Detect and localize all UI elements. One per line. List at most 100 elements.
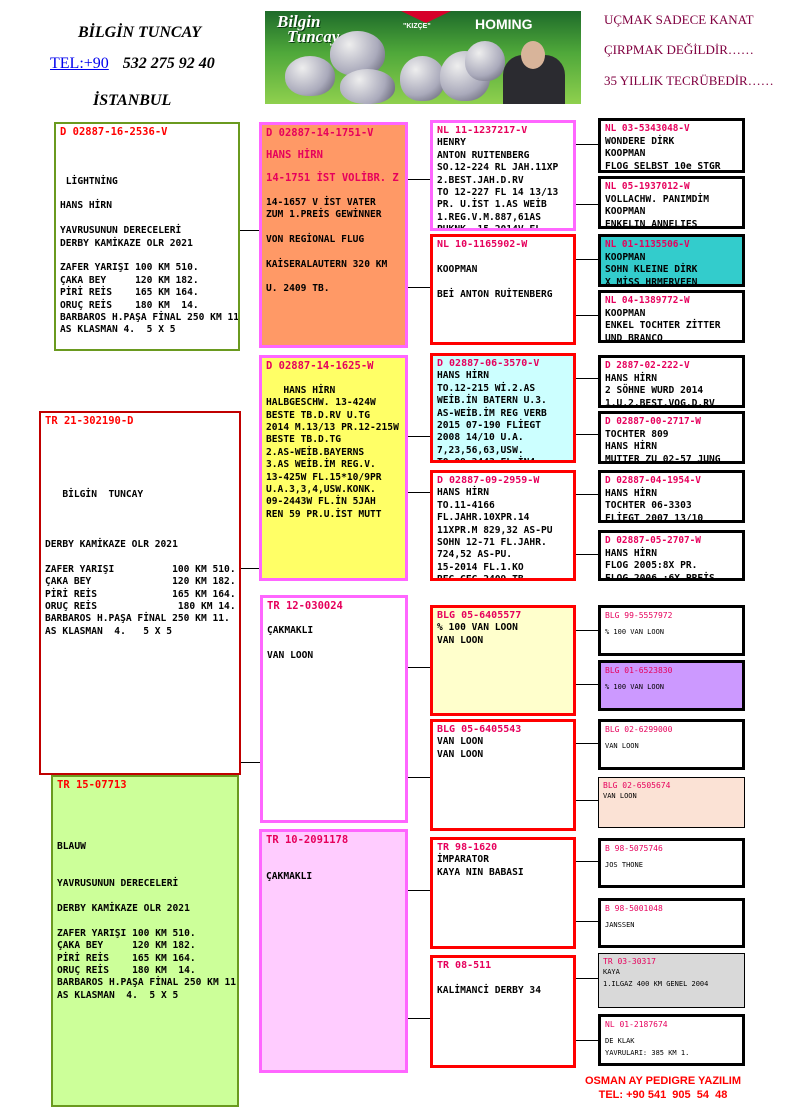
info-line: JOS THONE <box>605 861 643 869</box>
info-line: 1.ILGAZ 400 KM GENEL 2004 <box>603 980 709 989</box>
info-line: KOOPMAN <box>605 148 646 160</box>
pedigree-box: BLG 05-6405543 VAN LOON VAN LOON <box>430 719 576 831</box>
info-line: HANS HİRN <box>266 384 336 396</box>
info-line: 3.AS WEİB.İM REG.V. <box>266 459 376 471</box>
grandchild-ring: TR 20-34520 E <box>137 346 225 349</box>
pedigree-box: NL 11-1237217-V HENRY ANTON RUITENBERG SO.1… <box>430 120 576 231</box>
info-line: AS KLASMAN 4. 5 X 5 <box>57 989 179 1001</box>
info-line: ZAFER YARIŞI 100 KM 510. <box>60 262 199 274</box>
pedigree-box: TR 12-030024 ÇAKMAKLI VAN LOON <box>260 595 408 823</box>
info-line: PİRİ REİS 165 KM 164. <box>45 588 236 600</box>
info-line: VAN LOON <box>437 634 484 646</box>
ring-number: D 02887-16-2536-V <box>60 126 168 138</box>
info-line: 2015 07-190 FLİEGT <box>437 420 541 432</box>
ring-number: NL 10-1165902-W <box>437 239 528 250</box>
info-line: 765 KM 2. / 385 KM 2. <box>605 1061 694 1066</box>
pedigree-box: BLG 01-6523830 % 100 VAN LOON <box>598 660 745 711</box>
pedigree-box: TR 15-07713 BLAUW YAVRUSUNUN DERECELERİ DER… <box>51 775 239 1107</box>
info-line: YAVRUSUNUN DERECELERİ <box>57 878 179 890</box>
pedigree-box: B 98-5075746 JOS THONE <box>598 838 745 888</box>
pedigree-box: D 02887-00-2717-W TOCHTER 809 HANS HİRN MUT… <box>598 411 745 464</box>
connector-line <box>575 204 598 205</box>
info-line: HANS HİRN <box>437 370 489 382</box>
pedigree-box: NL 01-2187674 DE KLAK YAVRULARI: 385 KM 1.… <box>598 1014 745 1066</box>
ring-number: NL 05-1937012-W <box>605 181 690 192</box>
connector-line <box>575 978 598 979</box>
pedigree-box: TR 03-30317 KAYA 1.ILGAZ 400 KM GENEL 2004 <box>598 953 745 1008</box>
info-line: 7,23,56,63,USW. <box>437 444 524 456</box>
info-line: 2.AS-WEİB.BAYERNS <box>266 446 365 458</box>
pigeon-image <box>340 69 395 104</box>
info-line: TO.12-215 Wİ.2.AS <box>437 382 536 394</box>
info-line: KAYA NIN BABASI <box>437 866 524 878</box>
info-line: LİGHTNİNG <box>60 175 118 187</box>
info-line: VAN LOON <box>437 748 484 760</box>
info-line: KAİSERALAUTERN 320 KM <box>266 258 388 270</box>
info-line: U. 2409 TB. <box>266 283 330 295</box>
owner-photo-head <box>521 41 545 69</box>
info-line: ENKELIN ANNELIES <box>605 218 698 229</box>
info-line: ORUÇ REİS 180 KM 14. <box>45 600 236 612</box>
info-line: 2 SÖHNE WURD 2014 <box>605 385 704 397</box>
info-line: HENRY <box>437 137 466 149</box>
info-line <box>57 816 237 828</box>
info-line: 1.U.2.BEST.VOG.D.RV <box>605 397 715 408</box>
info-line: KOOPMAN <box>437 263 478 275</box>
pedigree-box: D 2887-02-222-V HANS HİRN 2 SÖHNE WURD 201… <box>598 355 745 408</box>
info-line <box>57 891 237 903</box>
connector-line <box>575 800 598 801</box>
info-line: VAN LOON <box>437 736 484 748</box>
ring-number: BLG 02-6299000 <box>605 725 673 734</box>
tel-link[interactable]: TEL:+90 <box>50 55 109 72</box>
tel-number: 532 275 92 40 <box>122 55 215 72</box>
info-line: TO 09-2443 FL.İN4 <box>437 457 536 463</box>
ring-number: D 02887-04-1954-V <box>605 475 701 486</box>
info-line: AS KLASMAN 4. 5 X 5 <box>60 324 176 336</box>
info-line <box>45 527 239 539</box>
connector-line <box>575 144 598 145</box>
ring-number: D 2887-02-222-V <box>605 360 690 371</box>
info-line <box>60 151 238 163</box>
info-line: KOOPMAN <box>605 307 646 319</box>
info-line: ANTON RUITENBERG <box>437 149 530 161</box>
banner-title-1: Bilgin <box>277 12 321 31</box>
connector-line <box>575 630 598 631</box>
info-line: 2.BEST.JAH.D.RV <box>437 174 524 186</box>
connector-line <box>407 179 430 180</box>
ring-number: TR 12-030024 <box>267 600 343 612</box>
grandchild-label: TORUNU:TR <box>69 349 137 350</box>
motto-line: UÇMAK SADECE KANAT <box>604 12 754 27</box>
ring-number: B 98-5075746 <box>605 844 663 853</box>
info-line: 2008 14/10 U.A. <box>437 432 524 444</box>
info-line: VAN LOON <box>605 742 639 750</box>
ring-number: TR 03-30317 <box>603 957 656 966</box>
highlight-line: HANS HİRN <box>266 149 323 162</box>
info-line: 15-2014 FL.1.KO <box>437 561 524 573</box>
connector-line <box>407 436 430 437</box>
info-line: FLOG 2005:8X PR. <box>605 560 698 572</box>
info-line <box>45 452 239 464</box>
info-line <box>57 915 237 927</box>
connector-line <box>575 315 598 316</box>
info-line: % 100 VAN LOON <box>605 628 665 636</box>
pedigree-box: BLG 02-6299000 VAN LOON <box>598 719 745 770</box>
connector-line <box>240 230 260 231</box>
connector-line <box>240 762 260 763</box>
info-line <box>60 163 238 175</box>
info-line <box>45 514 239 526</box>
info-line: BESTE TB.D.RV U.TG <box>266 409 370 421</box>
info-line: PİRİ REİS 165 KM 164. <box>60 287 199 299</box>
info-line: ZAFER YARIŞI 100 KM 510. <box>45 563 236 575</box>
banner-pigeon-name: "KIZÇE" <box>403 23 431 30</box>
info-line: HANS HİRN <box>605 372 657 384</box>
info-line: VOLLACHW. PANIMDİM <box>605 193 709 205</box>
info-line: BARBAROS H.PAŞA FİNAL 250 KM 11. <box>45 613 230 625</box>
info-line: ÇAKMAKLI <box>267 624 314 636</box>
ring-number: D 02887-09-2959-W <box>437 475 540 486</box>
info-line: BARBAROS H.PAŞA FİNAL 250 KM 11 <box>57 977 237 989</box>
info-line: PR. U.İST 1.AS WEİB <box>437 199 547 211</box>
pedigree-box: BLG 99-5557972 % 100 VAN LOON <box>598 605 745 656</box>
ring-number: D 02887-14-1751-V <box>266 127 374 139</box>
info-line: DE KLAK <box>605 1037 635 1045</box>
